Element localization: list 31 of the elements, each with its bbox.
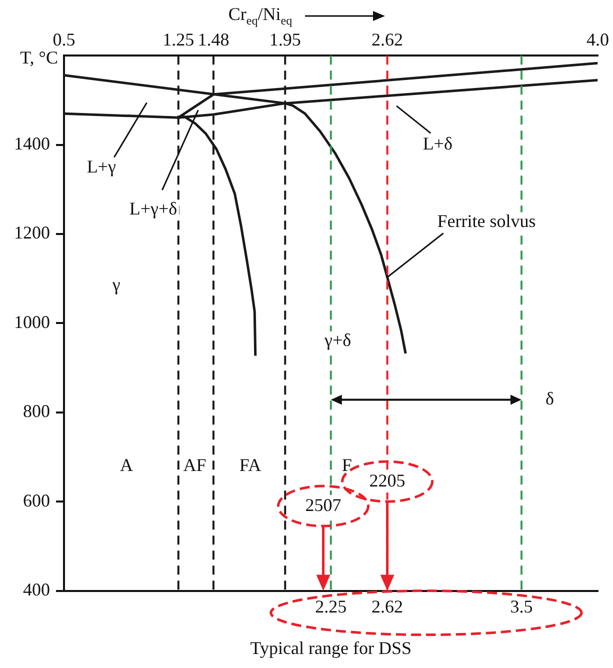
annotation: δ: [545, 388, 554, 408]
annotation: F: [342, 454, 352, 475]
y-axis-title: T, °C: [20, 47, 58, 68]
x2-tick-label: 4.0: [586, 30, 609, 50]
annotation: L+γ: [86, 156, 116, 177]
y-tick-label: 1400: [14, 134, 50, 154]
annotation: γ: [111, 274, 120, 294]
x2-tick-label: 2.62: [372, 30, 404, 50]
y-tick-label: 1200: [14, 222, 50, 243]
x2-tick-label: 1.25: [162, 30, 194, 50]
x2-tick-label: 0.5: [52, 30, 76, 50]
annotation: L+γ+δ: [129, 198, 178, 219]
annotation: Ferrite solvus: [437, 210, 536, 231]
x2-tick-label: 1.95: [269, 30, 301, 50]
annotation: A: [120, 454, 133, 475]
annotation: L+δ: [422, 134, 452, 154]
x-tick-label: 2.62: [372, 596, 404, 616]
x-axis-title: Typical range for DSS: [250, 638, 412, 658]
y-tick-label: 800: [23, 401, 50, 422]
annotation: γ+δ: [324, 330, 352, 350]
annotation: 2507: [305, 494, 342, 515]
y-tick-label: 400: [23, 580, 50, 600]
annotation: FA: [239, 454, 262, 475]
annotation: AF: [183, 454, 206, 475]
x-tick-label: 2.25: [315, 596, 347, 616]
x2-axis-title: Cr$_{eq}$/Ni$_{eq}$: [228, 4, 292, 29]
y-tick-label: 600: [23, 490, 50, 510]
y-tick-label: 1000: [14, 312, 50, 332]
annotation: 2205: [369, 470, 406, 490]
x-tick-label: 3.5: [510, 596, 533, 616]
x2-tick-label: 1.48: [198, 30, 230, 50]
